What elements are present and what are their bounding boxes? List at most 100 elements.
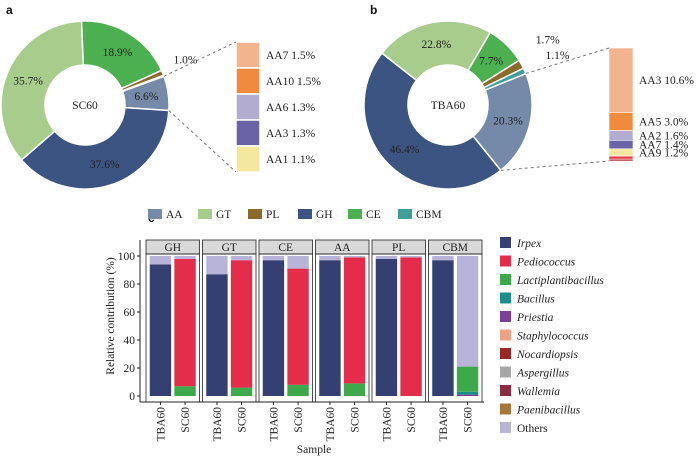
- breakdown-segment-minor-5: [608, 155, 634, 160]
- bar-segment-gh-tba60-others: [149, 256, 172, 265]
- pie-slice-gt: [380, 20, 492, 82]
- y-tick-label-80: 80: [124, 279, 136, 291]
- bar-segment-cbm-sc60-bacillus: [456, 391, 479, 395]
- breakdown-segment-aa6-1-3: [235, 93, 261, 121]
- slice-label-gt: 35.7%: [13, 75, 43, 87]
- connector-top: [163, 41, 237, 77]
- bar-segment-ce-sc60-pediococcus: [287, 268, 309, 385]
- x-tick-label-cbm-sc60: SC60: [463, 407, 475, 433]
- taxa-label-bacillus: Bacillus: [517, 294, 555, 306]
- taxa-swatch-paenibacillus: [500, 403, 511, 415]
- bar-segment-gh-tba60-irpex: [149, 264, 172, 396]
- bar-segment-aa-sc60-lactiplantibacillus: [343, 383, 366, 396]
- donut-chart-sc60: 6.6% 37.6% 35.7% 18.9% 1.0% SC60 AA7 1.5% AA10 …: [0, 20, 321, 190]
- breakdown-segment-minor-6: [608, 158, 634, 162]
- breakdown-segment-aa9-1-2: [608, 148, 634, 157]
- legend-swatch-gh: [298, 209, 312, 219]
- facet-label-gh: GH: [164, 242, 181, 254]
- taxa-swatch-lactiplantibacillus: [500, 274, 511, 285]
- bar-segment-gh-sc60-pediococcus: [174, 258, 196, 387]
- x-tick-label-gt-tba60: TBA60: [212, 407, 224, 442]
- slice-label-pl: 1.7%: [536, 34, 560, 46]
- legend-swatch-cbm: [398, 209, 412, 219]
- legend-label-pl: PL: [266, 209, 279, 221]
- taxa-label-staphylococcus: Staphylococcus: [517, 331, 589, 343]
- x-tick-label-cbm-tba60: TBA60: [438, 407, 450, 442]
- taxa-swatch-wallemia: [500, 385, 511, 396]
- taxa-swatch-priestia: [500, 311, 511, 322]
- x-tick-label-ce-sc60: SC60: [293, 407, 305, 433]
- breakdown-segment-aa3-1-3: [235, 119, 261, 147]
- facet-label-ce: CE: [278, 242, 293, 254]
- facet-panel-cbm: [428, 253, 483, 403]
- bar-segment-gt-sc60-others: [230, 256, 253, 261]
- facet-label-pl: PL: [392, 242, 405, 254]
- bar-segment-ce-sc60-others: [287, 256, 309, 269]
- y-tick-label-40: 40: [124, 335, 136, 347]
- bar-segment-gt-sc60-lactiplantibacillus: [230, 387, 253, 396]
- legend-swatch-pl: [248, 209, 262, 219]
- pie-legend: AA GT PL GH CE CBM: [148, 209, 442, 221]
- taxa-swatch-irpex: [500, 237, 511, 248]
- facet-label-aa: AA: [334, 242, 351, 254]
- x-tick-label-pl-sc60: SC60: [406, 407, 418, 433]
- legend-label-gt: GT: [216, 209, 231, 221]
- taxa-label-pediococcus: Pediococcus: [516, 257, 576, 269]
- panel-letter-b: b: [370, 3, 377, 17]
- x-tick-label-gh-sc60: SC60: [180, 407, 192, 433]
- bar-segment-cbm-sc60-others: [456, 256, 479, 367]
- facet-panel-gh: [145, 253, 200, 403]
- facet-panel-gt: [202, 253, 257, 403]
- bar-segment-pl-sc60-pediococcus: [400, 257, 422, 396]
- taxa-swatch-pediococcus: [500, 255, 511, 267]
- taxa-swatch-nocardiopsis: [500, 348, 511, 359]
- taxa-label-paenibacillus: Paenibacillus: [516, 405, 581, 417]
- pie-slice-cbm: [482, 67, 527, 91]
- x-tick-label-aa-tba60: TBA60: [325, 407, 337, 442]
- taxa-swatch-staphylococcus: [500, 329, 511, 341]
- pie-slice-cbm: [121, 74, 165, 93]
- slice-label-ce: 18.9%: [103, 47, 133, 59]
- taxa-label-irpex: Irpex: [516, 238, 542, 250]
- connector-top: [525, 47, 610, 75]
- breakdown-label-aa3-1-3: AA3 1.3%: [266, 128, 316, 140]
- breakdown-label-aa10-1-5: AA10 1.5%: [266, 76, 321, 88]
- breakdown-segment-aa5-3-0: [608, 112, 634, 131]
- bar-segment-gt-sc60-pediococcus: [230, 260, 253, 388]
- slice-label-pl: 1.0%: [174, 54, 198, 66]
- y-tick-label-20: 20: [124, 363, 136, 375]
- taxa-label-wallemia: Wallemia: [517, 386, 560, 398]
- taxa-label-lactiplantibacillus: Lactiplantibacillus: [516, 275, 604, 287]
- panel-letter-a: a: [6, 3, 13, 17]
- taxa-label-aspergillus: Aspergillus: [516, 368, 569, 380]
- breakdown-label-aa6-1-3: AA6 1.3%: [266, 102, 316, 114]
- bar-segment-gt-tba60-irpex: [206, 274, 228, 396]
- bar-segment-aa-tba60-irpex: [319, 260, 341, 396]
- y-tick-label-100: 100: [118, 251, 136, 263]
- legend-swatch-aa: [148, 209, 162, 219]
- taxa-label-others: Others: [517, 423, 548, 435]
- slice-label-aa: 6.6%: [134, 91, 158, 103]
- taxa-swatch-others: [500, 422, 511, 433]
- bar-segment-cbm-tba60-irpex: [432, 260, 454, 396]
- breakdown-segment-aa10-1-5: [235, 67, 261, 95]
- legend-swatch-ce: [348, 209, 362, 219]
- slice-label-cbm: 1.1%: [546, 50, 570, 62]
- x-tick-label-aa-sc60: SC60: [350, 407, 362, 433]
- facet-panel-ce: [258, 253, 313, 403]
- legend-label-cbm: CBM: [416, 209, 442, 221]
- slice-label-ce: 7.7%: [479, 55, 503, 67]
- x-tick-label-ce-tba60: TBA60: [268, 407, 280, 442]
- x-tick-label-gh-tba60: TBA60: [155, 407, 167, 442]
- breakdown-segment-aa2-1-6: [608, 130, 634, 141]
- taxa-label-nocardiopsis: Nocardiopsis: [516, 349, 578, 361]
- bar-segment-ce-tba60-irpex: [262, 260, 285, 396]
- bar-segment-gh-sc60-lactiplantibacillus: [174, 386, 196, 396]
- breakdown-label-aa7-1-5: AA7 1.5%: [266, 50, 316, 62]
- taxa-swatch-bacillus: [500, 292, 511, 304]
- bar-segment-aa-tba60-others: [319, 256, 341, 261]
- bar-segment-aa-sc60-others: [343, 256, 366, 258]
- y-tick-label-60: 60: [124, 307, 136, 319]
